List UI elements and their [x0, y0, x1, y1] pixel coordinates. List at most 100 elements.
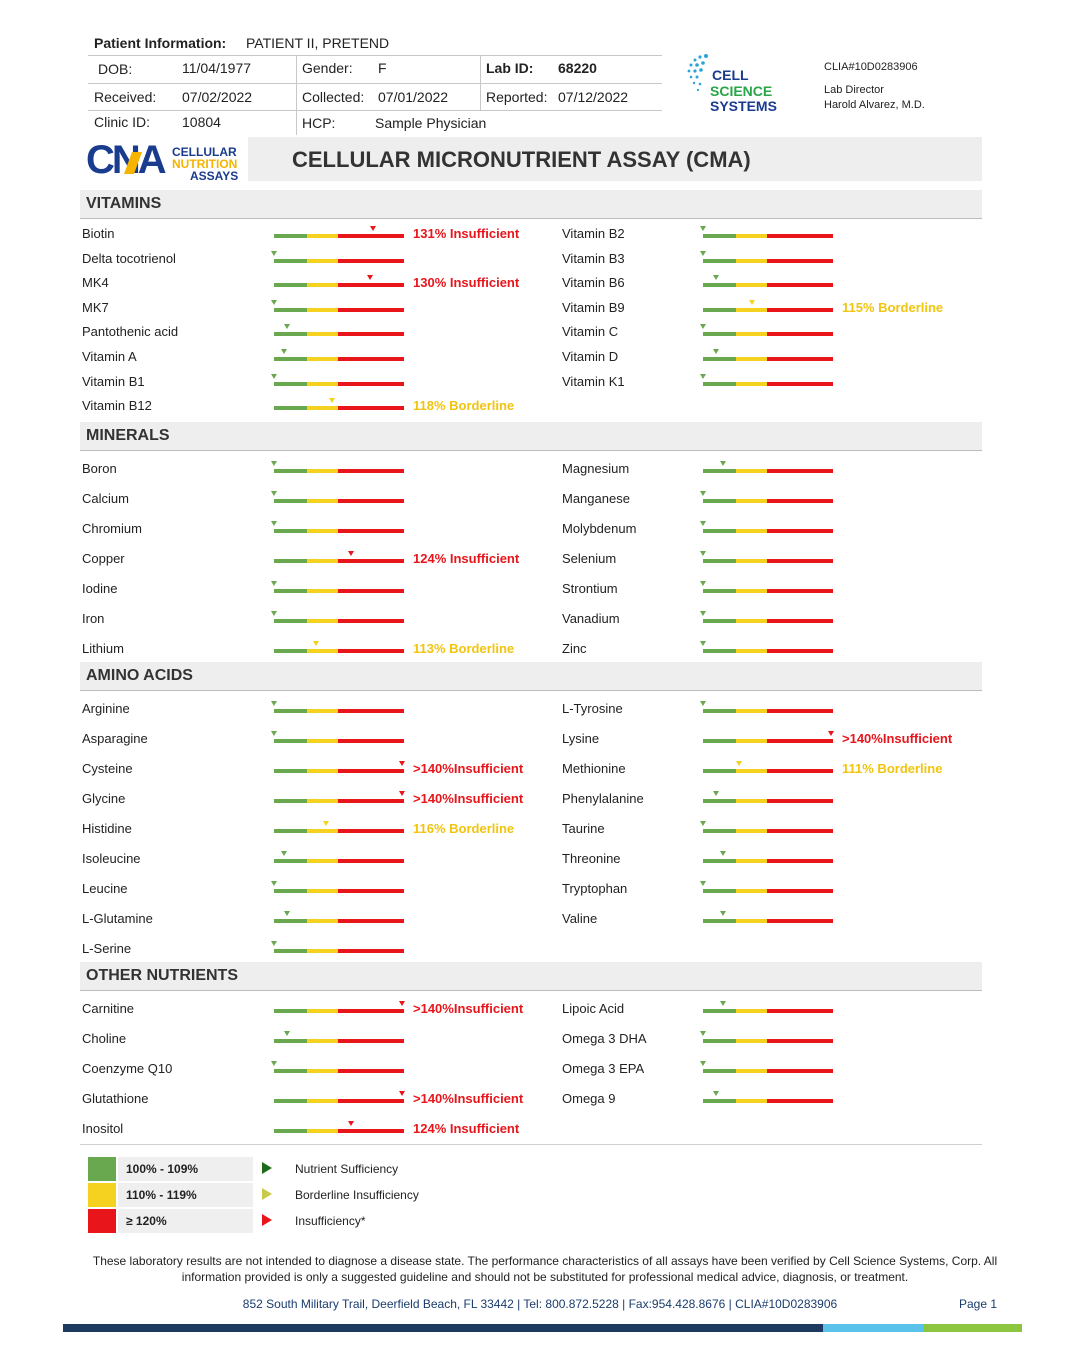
bar-segment-red: [338, 559, 404, 563]
level-marker-icon: [347, 1121, 354, 1126]
bar-segment-yellow: [736, 649, 767, 653]
bar-segment-green: [703, 829, 736, 833]
nutrient-label-vitamin-b1: Vitamin B1: [82, 373, 145, 389]
bar-segment-red: [767, 619, 833, 623]
level-marker-icon: [700, 521, 706, 526]
nutrient-bar-taurine: [700, 821, 833, 835]
bar-segment-red: [767, 859, 833, 863]
bar-segment-green: [274, 307, 307, 312]
labid-label: Lab ID:: [486, 60, 534, 76]
bar-segment-yellow: [736, 799, 767, 803]
nutrient-bar-isoleucine: [274, 851, 404, 865]
status-text-lysine: >140%Insufficient: [842, 731, 953, 746]
nutrient-label-leucine: Leucine: [82, 881, 128, 896]
level-marker-icon: [399, 1091, 405, 1096]
level-marker-icon: [284, 1031, 291, 1036]
bar-segment-red: [338, 1039, 404, 1043]
legend-swatch: [88, 1157, 116, 1181]
nutrient-label-boron: Boron: [82, 461, 117, 476]
reported-value: 07/12/2022: [558, 89, 629, 105]
nutrient-label-isoleucine: Isoleucine: [82, 851, 141, 866]
bar-segment-red: [767, 234, 833, 238]
level-marker-icon: [271, 581, 277, 586]
bar-segment-green: [274, 589, 307, 593]
bar-segment-yellow: [736, 559, 767, 563]
legend-description: Nutrient Sufficiency: [295, 1162, 399, 1176]
nutrient-bar-selenium: [700, 551, 833, 565]
nutrient-label-omega-3-epa: Omega 3 EPA: [562, 1061, 645, 1076]
director-name: Harold Alvarez, M.D.: [824, 99, 925, 111]
nutrient-label-omega-9: Omega 9: [562, 1091, 616, 1106]
gender-label: Gender:: [302, 60, 353, 76]
footer-bar-blue: [823, 1324, 923, 1332]
nutrient-label-methionine: Methionine: [562, 761, 626, 776]
nutrient-bar-biotin: [274, 226, 404, 240]
nutrient-bar-vitamin-b12: [274, 398, 404, 412]
cna-letters: CNA: [86, 138, 167, 182]
nutrient-label-manganese: Manganese: [562, 491, 630, 506]
nutrient-label-vitamin-c: Vitamin C: [562, 324, 619, 340]
bar-segment-green: [274, 406, 307, 411]
level-marker-icon: [700, 701, 706, 706]
bar-segment-red: [338, 499, 404, 503]
bar-segment-yellow: [736, 332, 767, 337]
report-title: CELLULAR MICRONUTRIENT ASSAY (CMA): [292, 147, 751, 172]
level-marker-icon: [713, 349, 720, 354]
nutrient-label-lithium: Lithium: [82, 641, 124, 656]
bar-segment-green: [274, 1129, 307, 1133]
nutrient-label-threonine: Threonine: [562, 851, 621, 866]
bar-segment-red: [338, 829, 404, 833]
nutrient-label-tryptophan: Tryptophan: [562, 881, 628, 896]
gender-value: F: [378, 60, 387, 76]
nutrient-label-glycine: Glycine: [82, 791, 126, 806]
bar-segment-yellow: [307, 1039, 338, 1043]
status-text-inositol: 124% Insufficient: [413, 1121, 520, 1136]
nutrient-label-mk4: MK4: [82, 275, 109, 291]
nutrient-bar-vitamin-c: [700, 324, 833, 338]
legend-range-band: [118, 1209, 253, 1233]
nutrient-bar-vitamin-k1: [700, 373, 833, 388]
nutrient-label-iodine: Iodine: [82, 581, 118, 596]
bar-segment-red: [767, 258, 833, 263]
section-title: VITAMINS: [86, 195, 162, 212]
bar-segment-red: [338, 799, 404, 803]
nutrient-bar-leucine: [271, 881, 404, 895]
bar-segment-red: [767, 1099, 833, 1103]
nutrient-label-vitamin-d: Vitamin D: [562, 349, 619, 364]
bar-segment-green: [703, 559, 736, 563]
bar-segment-green: [703, 283, 736, 288]
bar-segment-green: [274, 332, 307, 337]
bar-segment-red: [338, 949, 404, 953]
bar-segment-yellow: [736, 1069, 767, 1073]
nutrient-label-vitamin-k1: Vitamin K1: [562, 373, 625, 389]
nutrient-bar-calcium: [271, 491, 404, 505]
bar-segment-yellow: [736, 859, 767, 863]
nutrient-bar-lysine: [703, 731, 834, 745]
nutrient-bar-copper: [274, 551, 404, 565]
nutrient-label-choline: Choline: [82, 1031, 127, 1046]
nutrient-label-strontium: Strontium: [562, 581, 618, 596]
nutrient-bar-vitamin-b6: [703, 275, 833, 289]
level-marker-icon: [700, 551, 706, 556]
bar-segment-yellow: [307, 589, 338, 593]
nutrient-bar-l-tyrosine: [700, 701, 833, 715]
nutrient-label-asparagine: Asparagine: [82, 731, 148, 746]
level-marker-icon: [719, 911, 726, 916]
nutrient-bar-vitamin-b3: [700, 250, 833, 265]
section-divider: [80, 450, 982, 451]
bar-segment-green: [703, 332, 736, 337]
footer-bar-green: [923, 1324, 1022, 1332]
nutrient-bar-manganese: [700, 491, 833, 505]
bar-segment-green: [703, 799, 736, 803]
level-marker-icon: [713, 275, 720, 281]
bar-segment-red: [767, 1039, 833, 1043]
nutrient-bar-cysteine: [274, 761, 405, 775]
bar-segment-yellow: [736, 529, 767, 533]
level-marker-icon: [370, 226, 377, 231]
bar-segment-red: [338, 619, 404, 623]
nutrient-bar-tryptophan: [700, 881, 833, 895]
bar-segment-red: [767, 1069, 833, 1073]
footer-bar-navy: [63, 1324, 823, 1332]
nutrient-bar-lipoic-acid: [703, 1001, 833, 1015]
section-divider: [80, 218, 982, 219]
